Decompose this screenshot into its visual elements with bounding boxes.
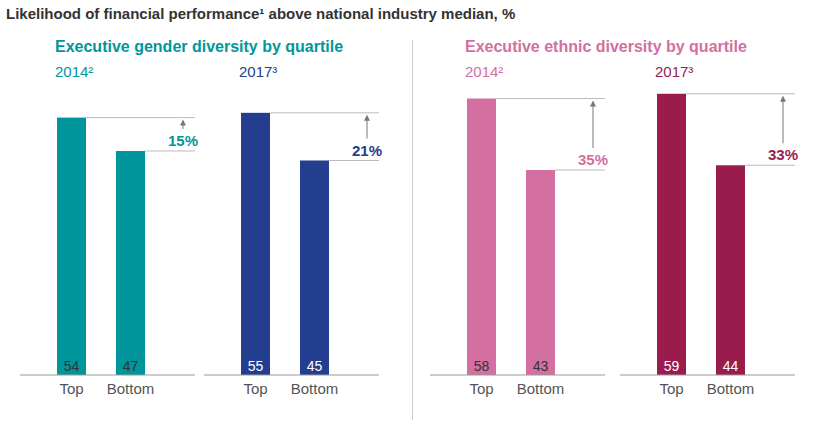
svg-text:Bottom: Bottom	[517, 380, 565, 397]
svg-text:Top: Top	[469, 380, 493, 397]
svg-text:55: 55	[248, 358, 264, 374]
svg-text:47: 47	[123, 358, 139, 374]
html-text:Executive ethnic diversity by: Executive ethnic diversity by quartile	[465, 38, 747, 55]
svg-text:Top: Top	[659, 380, 683, 397]
svg-text:54: 54	[64, 358, 80, 374]
html-text:2014²: 2014²	[465, 63, 504, 80]
svg-text:15%: 15%	[168, 132, 198, 149]
svg-text:33%: 33%	[768, 146, 798, 163]
svg-text:Bottom: Bottom	[291, 380, 339, 397]
html-text:2017³: 2017³	[239, 63, 278, 80]
svg-text:Top: Top	[59, 380, 83, 397]
html-text:2014²: 2014²	[55, 63, 94, 80]
html-text:Executive gender diversity by: Executive gender diversity by quartile	[55, 38, 344, 55]
html-text:Likelihood of financial perfor: Likelihood of financial performance¹ abo…	[6, 5, 516, 22]
svg-text:Bottom: Bottom	[107, 380, 155, 397]
svg-text:Top: Top	[243, 380, 267, 397]
svg-text:43: 43	[533, 358, 549, 374]
svg-text:45: 45	[307, 358, 323, 374]
svg-text:35%: 35%	[578, 151, 608, 168]
svg-text:58: 58	[474, 358, 490, 374]
svg-text:21%: 21%	[352, 142, 382, 159]
svg-text:44: 44	[723, 358, 739, 374]
html-text:2017³: 2017³	[655, 63, 694, 80]
svg-text:59: 59	[664, 358, 680, 374]
svg-text:Bottom: Bottom	[707, 380, 755, 397]
